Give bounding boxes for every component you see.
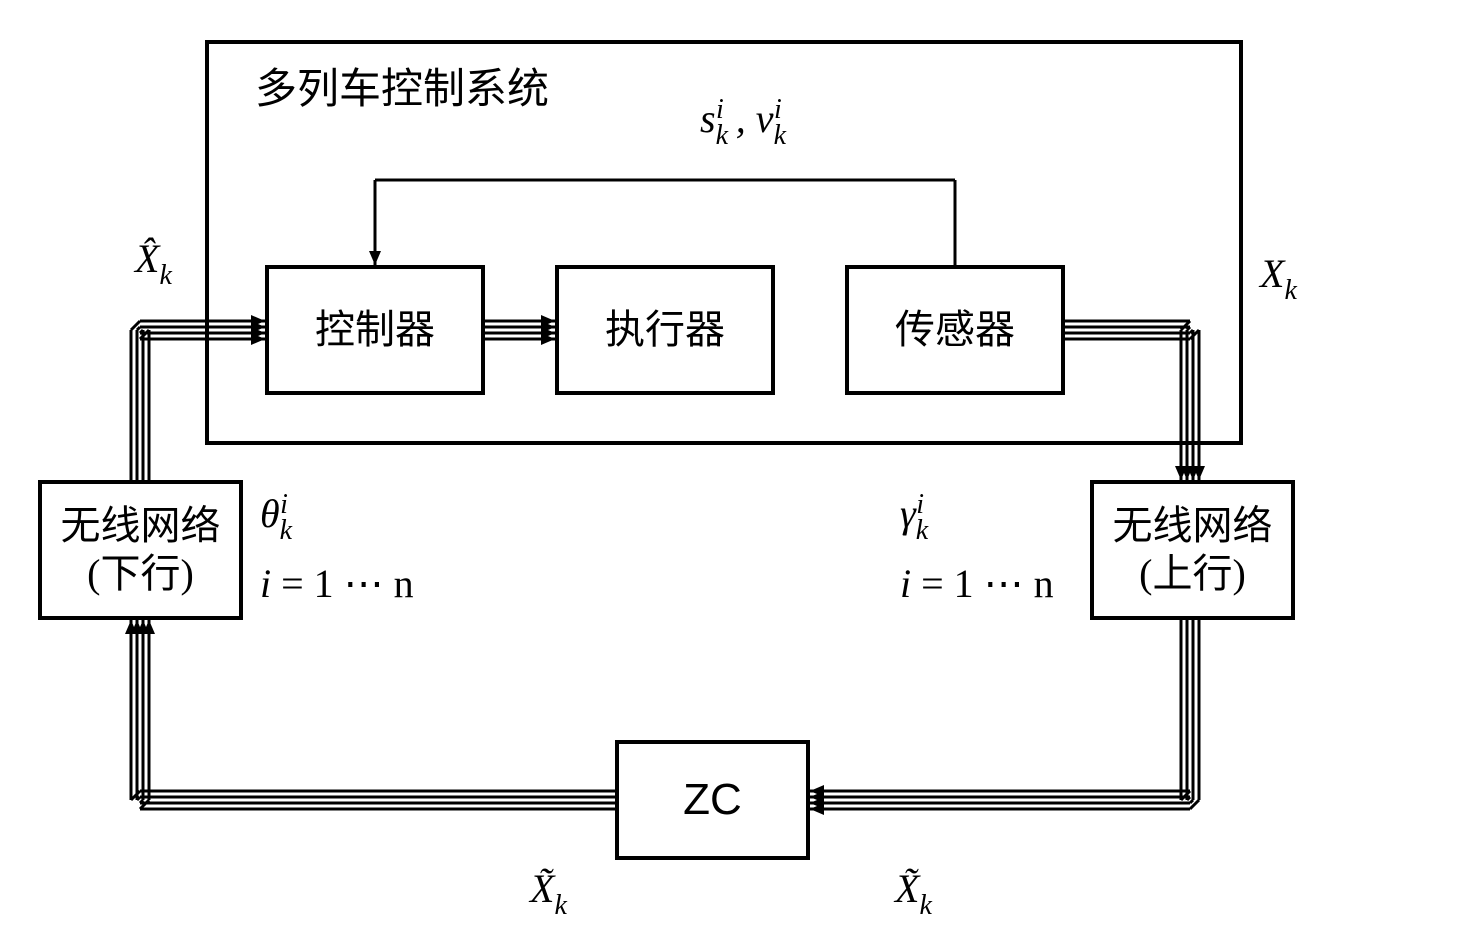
x-hat-label: X̂k [135,235,172,282]
zc-box: ZC [615,740,810,860]
sensor-label: 传感器 [895,306,1015,354]
controller-box: 控制器 [265,265,485,395]
x-label: Xk [1260,250,1297,297]
sensor-box: 传感器 [845,265,1065,395]
diagram-canvas: 多列车控制系统 控制器 执行器 传感器 无线网络 (下行) 无线网络 (上行) … [0,0,1484,931]
net-up-label: 无线网络 (上行) [1113,502,1273,598]
net-down-box: 无线网络 (下行) [38,480,243,620]
theta-range-label: i = 1 ⋯ n [260,560,414,607]
x-tilde-right-label: X̃k [895,865,932,912]
actuator-label: 执行器 [605,306,725,354]
system-title: 多列车控制系统 [255,55,549,116]
gamma-range-label: i = 1 ⋯ n [900,560,1054,607]
net-down-label: 无线网络 (下行) [61,502,221,598]
x-tilde-left-label: X̃k [530,865,567,912]
actuator-box: 执行器 [555,265,775,395]
net-up-box: 无线网络 (上行) [1090,480,1295,620]
theta-label: θki [260,490,300,537]
zc-label: ZC [683,774,742,827]
gamma-label: γki [900,490,936,537]
sv-label: ski, vki [700,95,794,142]
controller-label: 控制器 [315,306,435,354]
